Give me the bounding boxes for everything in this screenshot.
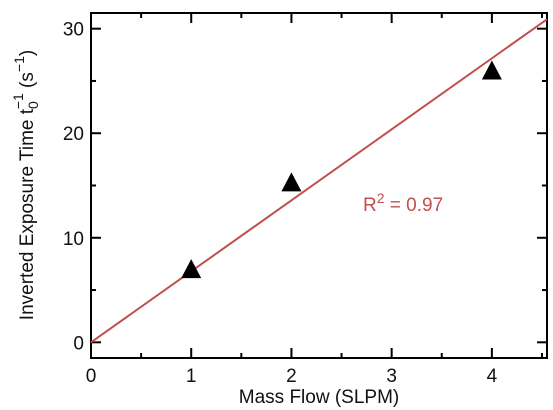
y-label-sup: −1 <box>10 93 26 109</box>
y-label-unit-close: ) <box>17 50 38 56</box>
annotation-r-squared: R2 = 0.97 <box>363 190 443 216</box>
x-tick-label: 0 <box>86 366 97 387</box>
annotation-sup: 2 <box>377 190 385 206</box>
x-axis-label: Mass Flow (SLPM) <box>239 387 399 408</box>
y-axis-label: Inverted Exposure Time t0−1 (s−1) <box>10 50 41 320</box>
y-label-unit-sup: −1 <box>11 56 27 72</box>
y-label-main: Inverted Exposure Time t <box>17 108 38 320</box>
data-point <box>481 60 502 80</box>
y-tick-label: 0 <box>73 333 84 354</box>
data-point <box>181 259 202 279</box>
data-point <box>281 172 302 192</box>
y-tick-label: 20 <box>63 124 84 145</box>
x-tick-label: 1 <box>186 366 197 387</box>
plot-frame <box>90 12 548 359</box>
axis-tick-labels: 0 1 2 3 4 0 10 20 30 <box>63 20 498 387</box>
y-label-unit-open: (s <box>17 72 38 93</box>
x-tick-label: 4 <box>487 366 498 387</box>
x-tick-label: 2 <box>286 366 297 387</box>
x-tick-label: 3 <box>386 366 397 387</box>
y-tick-label: 30 <box>63 20 84 41</box>
data-markers <box>181 60 502 279</box>
annotation-rest: = 0.97 <box>385 195 444 216</box>
y-tick-label: 10 <box>63 229 84 250</box>
annotation-base: R <box>363 195 377 216</box>
axis-ticks <box>90 13 547 358</box>
y-label-sub: 0 <box>25 101 41 109</box>
fit-line <box>90 18 548 344</box>
